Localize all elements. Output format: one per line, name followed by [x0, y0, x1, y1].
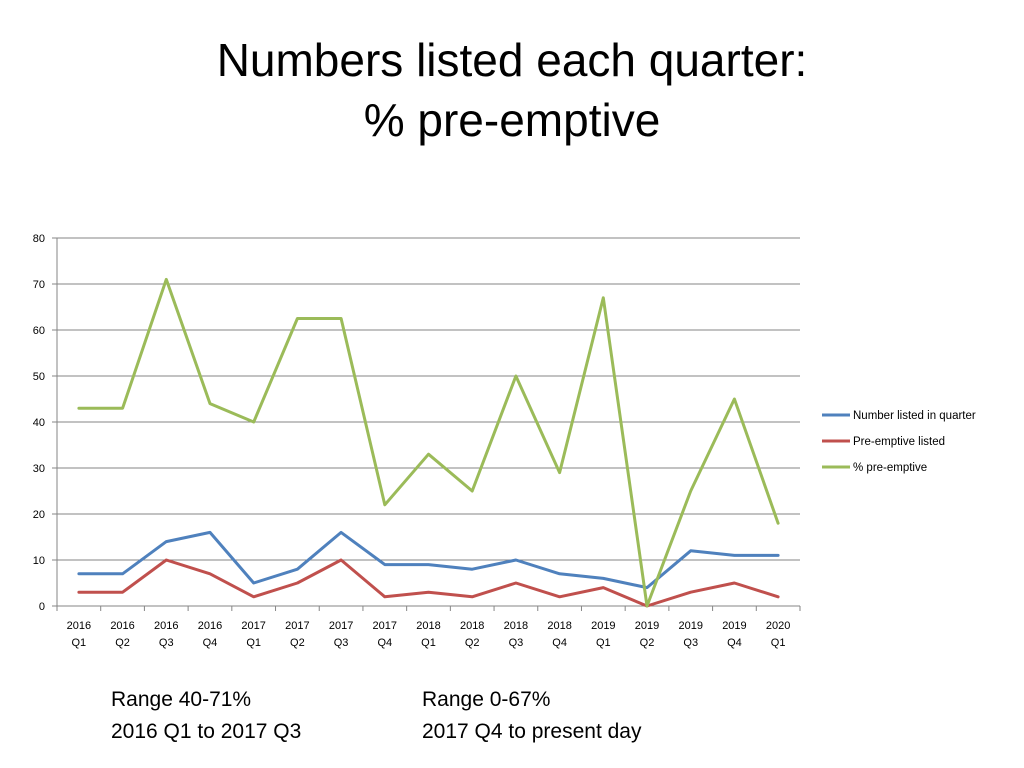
- legend-label-3: % pre-emptive: [853, 462, 927, 474]
- y-tick-label: 0: [39, 601, 45, 613]
- y-tick-label: 10: [33, 555, 45, 567]
- x-tick-label-year: 2019: [678, 620, 702, 632]
- x-tick-label-quarter: Q1: [246, 637, 261, 649]
- x-tick-label-year: 2019: [635, 620, 659, 632]
- x-tick-label-year: 2016: [154, 620, 178, 632]
- x-tick-label-year: 2017: [373, 620, 397, 632]
- series-line-2: [77, 558, 780, 608]
- y-tick-label: 60: [33, 325, 45, 337]
- x-tick-label-year: 2017: [285, 620, 309, 632]
- x-tick-label-quarter: Q2: [115, 637, 130, 649]
- y-tick-label: 30: [33, 463, 45, 475]
- x-tick-label-quarter: Q3: [159, 637, 174, 649]
- y-tick-label: 20: [33, 509, 45, 521]
- range-note-right-line-1: Range 0-67%: [422, 688, 551, 711]
- x-tick-label-year: 2016: [198, 620, 222, 632]
- x-tick-label-year: 2016: [110, 620, 134, 632]
- x-tick-label-year: 2018: [416, 620, 440, 632]
- y-tick-label: 70: [33, 279, 45, 291]
- x-tick-label-year: 2020: [766, 620, 790, 632]
- x-tick-label-year: 2016: [67, 620, 91, 632]
- x-tick-label-quarter: Q4: [203, 637, 218, 649]
- x-tick-label-quarter: Q4: [552, 637, 567, 649]
- x-tick-label-quarter: Q4: [727, 637, 742, 649]
- x-tick-label-year: 2018: [460, 620, 484, 632]
- range-note-left: Range 40-71% 2016 Q1 to 2017 Q3: [111, 684, 301, 748]
- x-tick-label-year: 2018: [547, 620, 571, 632]
- slide-title-line-1: Numbers listed each quarter:: [216, 34, 808, 86]
- range-note-left-line-2: 2016 Q1 to 2017 Q3: [111, 720, 302, 743]
- series-line-3: [77, 277, 780, 608]
- series-line-1: [77, 530, 780, 590]
- x-tick-label-quarter: Q1: [596, 637, 611, 649]
- x-tick-label-year: 2017: [241, 620, 265, 632]
- x-tick-label-year: 2018: [504, 620, 528, 632]
- x-tick-label-year: 2017: [329, 620, 353, 632]
- x-tick-label-quarter: Q1: [771, 637, 786, 649]
- range-note-right: Range 0-67% 2017 Q4 to present day: [422, 684, 642, 748]
- x-tick-label-quarter: Q4: [377, 637, 392, 649]
- legend-label-2: Pre-emptive listed: [853, 436, 945, 448]
- x-tick-label-quarter: Q3: [509, 637, 524, 649]
- range-note-left-line-1: Range 40-71%: [111, 688, 252, 711]
- x-tick-label-quarter: Q2: [465, 637, 480, 649]
- line-chart: 0 10 20 30 40 50 60 70 80 2016 Q1 2016 Q2 2016 Q3 2016 Q…: [33, 233, 976, 649]
- x-tick-label-quarter: Q3: [683, 637, 698, 649]
- range-note-right-line-2: 2017 Q4 to present day: [422, 720, 642, 743]
- y-tick-label: 80: [33, 233, 45, 245]
- x-tick-label-year: 2019: [591, 620, 615, 632]
- x-tick-label-quarter: Q1: [421, 637, 436, 649]
- x-tick-label-quarter: Q2: [290, 637, 305, 649]
- x-tick-label-year: 2019: [722, 620, 746, 632]
- x-tick-label-quarter: Q1: [72, 637, 87, 649]
- slide-title: Numbers listed each quarter: % pre-empti…: [0, 30, 1024, 150]
- x-tick-label-quarter: Q2: [640, 637, 655, 649]
- x-tick-label-quarter: Q3: [334, 637, 349, 649]
- slide-title-line-2: % pre-emptive: [363, 94, 661, 146]
- y-tick-label: 40: [33, 417, 45, 429]
- legend-label-1: Number listed in quarter: [853, 410, 976, 422]
- y-tick-label: 50: [33, 371, 45, 383]
